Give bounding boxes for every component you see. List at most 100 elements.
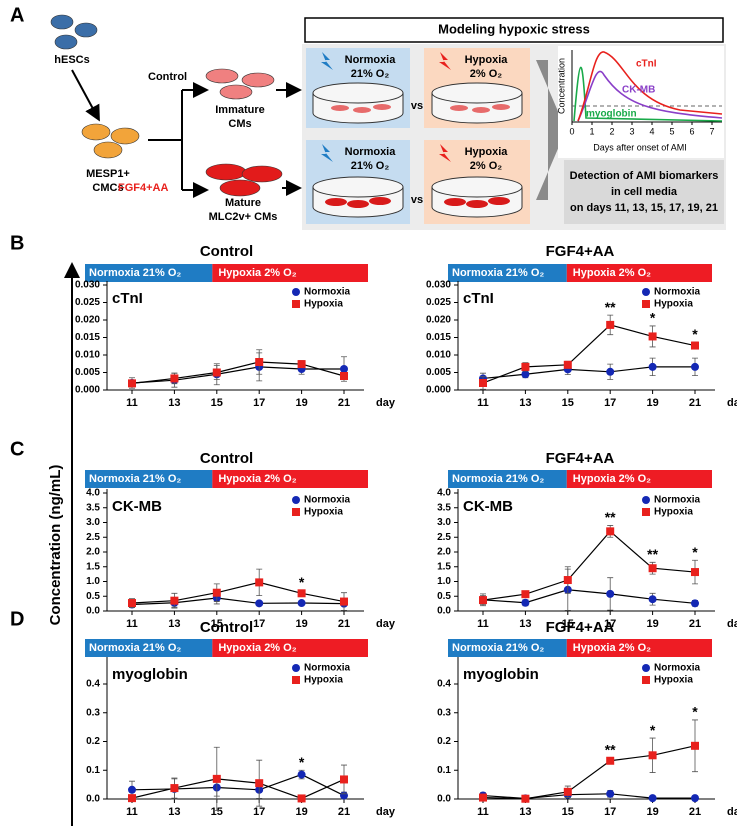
x-tick-label: 11: [126, 806, 138, 818]
label: MESP1+: [86, 168, 130, 180]
phase-band: [85, 639, 213, 657]
y-tick-label: 4.0: [86, 488, 100, 499]
legend-label: Hypoxia: [654, 507, 693, 518]
y-tick-label: 4.0: [437, 488, 451, 499]
cell: [54, 34, 78, 50]
header: Modeling hypoxic stress: [438, 21, 590, 36]
point: [170, 596, 179, 605]
y-tick-label: 0.015: [75, 332, 100, 343]
x-tick-label: 21: [338, 397, 350, 409]
phase-label: Hypoxia 2% O₂: [573, 642, 651, 654]
phase-band: [566, 639, 712, 657]
point: [648, 794, 657, 803]
point: [128, 785, 136, 794]
series-line: [131, 597, 345, 606]
phase-band: [448, 639, 567, 657]
branch: [148, 90, 183, 190]
x-tick-label: 11: [477, 806, 489, 818]
y-tick-label: 0.4: [86, 679, 100, 690]
point: [606, 789, 615, 798]
phase-label: Normoxia 21% O₂: [452, 642, 544, 654]
x-tick-label: 19: [646, 618, 658, 630]
phase-label: Hypoxia 2% O₂: [218, 473, 296, 485]
point: [212, 368, 221, 377]
phase-label: Normoxia 21% O₂: [452, 267, 544, 279]
label: FGF4+AA: [118, 182, 168, 194]
curve-label: CK-MB: [622, 85, 655, 96]
x-tick-label: 15: [562, 806, 574, 818]
point: [340, 597, 348, 606]
marker-label: cTnI: [463, 290, 494, 307]
legend-label: Normoxia: [304, 663, 351, 674]
legend-marker: [292, 300, 300, 308]
label: vs: [411, 194, 423, 206]
significance: *: [692, 704, 698, 720]
x-tick-label: 17: [253, 397, 265, 409]
point: [521, 370, 530, 379]
inset-chart: cTnI CK-MB myoglobin Concentration Days …: [556, 46, 724, 158]
point: [606, 527, 615, 536]
marker-label: myoglobin: [463, 666, 539, 683]
chart-title: Control: [200, 243, 253, 260]
x-tick-label: 19: [295, 806, 307, 818]
point: [691, 794, 699, 803]
curve: [577, 70, 723, 122]
legend-marker: [642, 496, 650, 504]
label: Hypoxia: [465, 146, 509, 158]
legend-marker: [642, 664, 650, 672]
point: [691, 599, 699, 608]
significance: **: [605, 299, 616, 315]
y-tick-label: 1.5: [86, 561, 100, 572]
y-tick-label: 2.0: [437, 547, 451, 558]
phase-label: Hypoxia 2% O₂: [218, 642, 296, 654]
significance: *: [692, 544, 698, 560]
y-tick-label: 0.010: [426, 350, 451, 361]
cell: [74, 22, 98, 38]
x-tick-label: 17: [604, 397, 616, 409]
inset-tick-label: 5: [669, 126, 674, 136]
label: CMCs: [92, 182, 123, 194]
legend-marker: [642, 676, 650, 684]
cell: [205, 68, 239, 84]
cell: [205, 163, 247, 181]
bolt: [439, 144, 451, 162]
arrow-chevron: [536, 60, 566, 200]
significance: *: [692, 326, 698, 342]
cell: [93, 141, 123, 159]
point: [691, 568, 699, 577]
y-tick-label: 3.0: [86, 517, 100, 528]
label: Immature: [215, 104, 265, 116]
x-tick-label: 13: [168, 618, 180, 630]
series-line: [482, 366, 695, 380]
point: [648, 332, 657, 341]
point: [606, 756, 615, 765]
detection-text: Detection of AMI biomarkers: [570, 170, 719, 182]
series-line: [482, 745, 696, 800]
x-tick-label: 11: [477, 397, 489, 409]
cell: [50, 14, 74, 30]
point: [563, 787, 572, 796]
series-line: [131, 366, 344, 384]
y-tick-label: 1.0: [437, 576, 451, 587]
label: Control: [148, 71, 187, 83]
point: [170, 784, 179, 793]
y-tick-label: 0.2: [86, 736, 100, 747]
panel-letter: D: [10, 608, 24, 630]
label: hESCs: [54, 54, 89, 66]
x-tick-label: 17: [604, 806, 616, 818]
series-line: [482, 589, 696, 604]
chart-title: FGF4+AA: [546, 619, 615, 636]
inset-tick-label: 0: [569, 126, 574, 136]
y-tick-label: 0.0: [437, 794, 451, 805]
point: [297, 589, 306, 598]
phase-band: [85, 470, 213, 488]
point: [212, 588, 221, 597]
y-tick-label: 0.5: [437, 591, 451, 602]
panel-letter: C: [10, 438, 24, 460]
point: [255, 358, 264, 366]
chart-title: FGF4+AA: [546, 243, 615, 260]
legend-label: Hypoxia: [654, 299, 693, 310]
